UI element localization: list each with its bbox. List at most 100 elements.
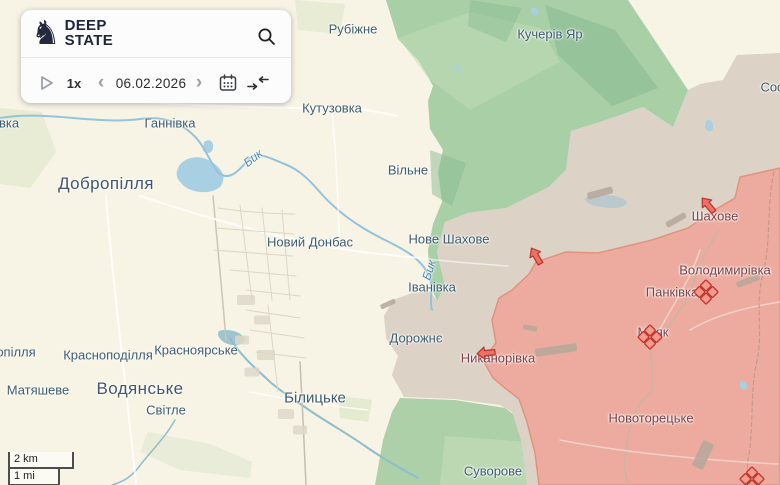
attack-direction-arrow-icon[interactable] (476, 346, 496, 360)
settlement-label: Світле (146, 402, 186, 418)
street (245, 289, 301, 297)
road (249, 391, 369, 411)
settlement-label: Сос (760, 79, 780, 95)
clash-icon[interactable] (693, 279, 719, 305)
date-display[interactable]: 06.02.2026 (115, 75, 187, 91)
settlement-label: Білицьке (284, 389, 346, 407)
timeline-controls: 1x ‹ 06.02.2026 › (21, 66, 291, 100)
terrain-streak (692, 440, 714, 470)
scale-km: 2 km (8, 452, 74, 469)
street (281, 209, 291, 301)
lake (585, 194, 627, 209)
street (261, 207, 273, 301)
terrain-streak (534, 343, 578, 357)
patch-field (140, 432, 252, 478)
settlement-label: Матяшеве (6, 382, 70, 398)
road (559, 439, 779, 465)
settlement-label: Водянське (96, 379, 184, 398)
chess-knight-icon: ♞ (31, 14, 61, 51)
settlement-label: Дорожнє (389, 330, 443, 346)
play-button[interactable] (37, 66, 57, 100)
search-button[interactable] (257, 27, 277, 47)
merge-arrows-icon (247, 76, 269, 90)
settlement-label: опілля (0, 344, 36, 360)
zone-occupied (482, 167, 780, 485)
patch-forest (545, 5, 658, 106)
road (689, 301, 780, 331)
logo-line1: DEEP (64, 17, 107, 34)
clash-icon[interactable] (739, 466, 765, 485)
next-date-button[interactable]: › (195, 72, 203, 93)
pond (531, 7, 539, 16)
panel-divider (21, 57, 291, 58)
road (105, 195, 137, 485)
terrain-streak (293, 425, 307, 435)
admin-boundary (745, 171, 775, 485)
patch-field (295, 0, 345, 34)
compare-dates-button[interactable] (245, 66, 271, 100)
scale-bar: 2 km 1 mi (8, 452, 74, 485)
prev-date-button[interactable]: ‹ (97, 72, 105, 93)
attack-direction-arrow-icon[interactable] (526, 245, 545, 267)
play-icon (41, 76, 53, 90)
settlement-label: Красноярське (154, 342, 238, 358)
stream-occupied (623, 229, 719, 485)
terrain-streak (237, 295, 255, 305)
scale-mi: 1 mi (8, 469, 60, 485)
settlement-label: Іванівка (408, 279, 456, 295)
attack-direction-arrow-icon[interactable] (698, 194, 719, 216)
settlement-label: Красноподілля (63, 347, 153, 363)
stream (111, 419, 176, 485)
settlement-label: Новий Донбас (267, 234, 353, 250)
road (139, 195, 421, 259)
settlement-label: Нове Шахове (408, 231, 490, 247)
logo-line2: STATE (64, 32, 114, 49)
settlement-label: Рубіжне (328, 21, 378, 37)
street (213, 249, 293, 257)
settlement-label: Кучерів Яр (517, 26, 583, 42)
patch-light-green (398, 12, 560, 110)
clash-icon[interactable] (637, 324, 663, 350)
patch-forest (468, 0, 522, 42)
settlement-label: Вільне (387, 162, 429, 178)
road (419, 257, 509, 267)
terrain-streak (254, 315, 270, 325)
terrain-streak (278, 409, 294, 419)
pond (455, 65, 461, 72)
patch-light-green (440, 436, 531, 485)
street (215, 227, 295, 235)
road (331, 109, 340, 236)
settlement-label: Шахове (691, 208, 739, 224)
railway (299, 361, 307, 485)
pond (740, 381, 748, 390)
settlement-label: Новоторецьке (608, 410, 694, 426)
terrain-streak (244, 367, 260, 377)
street (239, 204, 253, 301)
terrain-streak (736, 274, 760, 288)
settlement-label: Ганнівка (144, 115, 196, 131)
settlement-label: Добропілля (58, 174, 154, 193)
terrain-streak (235, 335, 249, 345)
calendar-button[interactable] (217, 66, 239, 100)
pond (705, 119, 714, 132)
terrain-streak (257, 350, 275, 360)
calendar-icon (219, 74, 237, 91)
lake (176, 157, 224, 193)
railway (212, 195, 227, 341)
zone-contested (384, 53, 780, 485)
patch-field (0, 108, 56, 188)
control-panel: ♞ DEEP STATE 1x ‹ 06.02.2026 › (21, 10, 291, 103)
terrain-streak (522, 324, 538, 332)
search-icon (258, 28, 275, 45)
street (217, 207, 296, 215)
street (245, 309, 301, 319)
settlement-label: вка (0, 115, 20, 131)
speed-button[interactable]: 1x (66, 75, 82, 91)
patch-forest (430, 150, 466, 206)
terrain-streak (665, 212, 687, 228)
logo-text: DEEP STATE (65, 18, 113, 48)
